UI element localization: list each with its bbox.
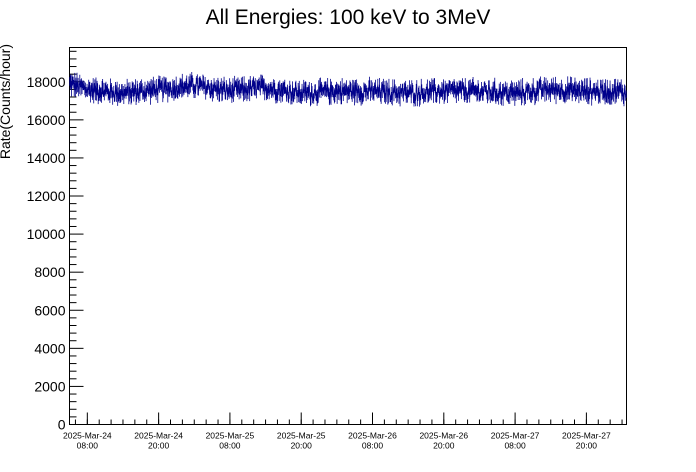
x-tick-time: 20:00 [433,441,455,451]
x-tick-date: 2025-Mar-25 [277,431,326,441]
y-tick-label: 18000 [27,74,66,90]
x-tick-time: 08:00 [219,441,241,451]
x-tick-time: 08:00 [504,441,526,451]
y-axis-ticks: 0 2000 4000 6000 8000 10000 12000 14000 16000 180… [27,50,84,433]
y-tick-label: 4000 [34,340,65,356]
x-tick-time: 20:00 [576,441,598,451]
y-tick-label: 2000 [34,378,65,394]
y-tick-label: 16000 [27,112,66,128]
x-tick-date: 2025-Mar-26 [419,431,468,441]
x-tick-date: 2025-Mar-27 [491,431,540,441]
y-tick-label: 14000 [27,150,66,166]
y-axis-label: Rate(Counts/hour) [0,44,13,159]
chart-title: All Energies: 100 keV to 3MeV [206,6,491,29]
series-line [69,72,627,107]
x-tick-date: 2025-Mar-25 [206,431,255,441]
x-tick-date: 2025-Mar-26 [348,431,397,441]
series-path [69,77,627,102]
y-tick-label: 8000 [34,264,65,280]
plot-frame [69,47,627,425]
x-tick-time: 08:00 [362,441,384,451]
y-tick-label: 10000 [27,226,66,242]
x-axis-ticks: 2025-Mar-2408:002025-Mar-2420:002025-Mar… [63,412,623,451]
x-tick-date: 2025-Mar-27 [562,431,611,441]
x-tick-time: 20:00 [148,441,170,451]
y-tick-label: 0 [58,417,66,433]
x-tick-date: 2025-Mar-24 [134,431,183,441]
y-tick-label: 6000 [34,302,65,318]
y-tick-label: 12000 [27,188,66,204]
x-tick-date: 2025-Mar-24 [63,431,112,441]
x-tick-time: 20:00 [291,441,313,451]
series-data [69,72,627,107]
x-tick-time: 08:00 [77,441,99,451]
